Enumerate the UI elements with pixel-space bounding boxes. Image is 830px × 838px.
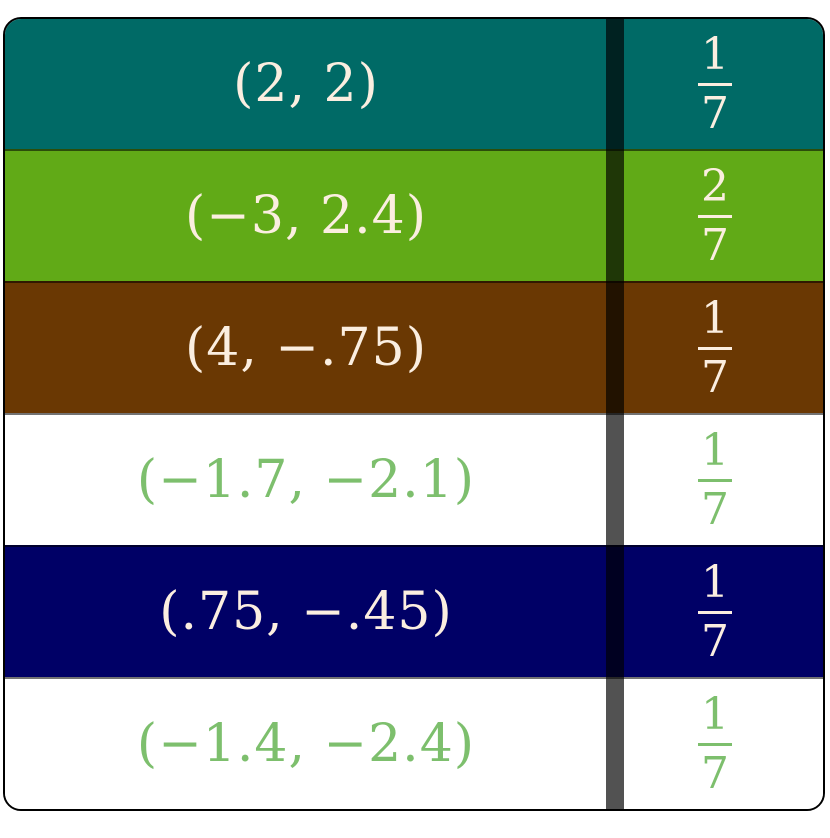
fraction-numerator: 1 — [701, 292, 729, 344]
probability-fraction: 1 7 — [698, 28, 732, 139]
point-cell: (.75, −.45) — [159, 582, 453, 642]
fraction-bar — [698, 742, 732, 746]
probability-fraction: 2 7 — [698, 160, 732, 271]
fraction-numerator: 1 — [701, 556, 729, 608]
table-row: (−3, 2.4) 2 7 — [5, 149, 823, 281]
probability-cell: 1 7 — [607, 679, 823, 809]
table-row: (−1.4, −2.4) 1 7 — [5, 677, 823, 809]
fraction-bar — [698, 478, 732, 482]
fraction-numerator: 1 — [701, 424, 729, 476]
point-cell: (2, 2) — [233, 54, 379, 114]
probability-fraction: 1 7 — [698, 688, 732, 799]
fraction-numerator: 2 — [701, 160, 729, 212]
point-cell: (−3, 2.4) — [185, 186, 427, 246]
point-cell: (−1.4, −2.4) — [136, 714, 476, 774]
point-cell: (−1.7, −2.1) — [136, 450, 476, 510]
table-row: (.75, −.45) 1 7 — [5, 545, 823, 677]
probability-table: (2, 2) 1 7 (−3, 2.4) 2 7 (4, −.75) 1 7 — [3, 17, 825, 811]
fraction-bar — [698, 346, 732, 350]
fraction-denominator: 7 — [701, 747, 729, 799]
probability-cell: 1 7 — [607, 547, 823, 677]
probability-fraction: 1 7 — [698, 424, 732, 535]
point-cell: (4, −.75) — [185, 318, 427, 378]
probability-cell: 2 7 — [607, 151, 823, 281]
probability-cell: 1 7 — [607, 283, 823, 413]
probability-fraction: 1 7 — [698, 292, 732, 403]
probability-cell: 1 7 — [607, 19, 823, 149]
fraction-denominator: 7 — [701, 615, 729, 667]
fraction-bar — [698, 214, 732, 218]
fraction-numerator: 1 — [701, 688, 729, 740]
fraction-bar — [698, 610, 732, 614]
table-row: (2, 2) 1 7 — [5, 19, 823, 149]
fraction-bar — [698, 82, 732, 86]
table-row: (4, −.75) 1 7 — [5, 281, 823, 413]
fraction-denominator: 7 — [701, 219, 729, 271]
fraction-numerator: 1 — [701, 28, 729, 80]
fraction-denominator: 7 — [701, 483, 729, 535]
table-row: (−1.7, −2.1) 1 7 — [5, 413, 823, 545]
fraction-denominator: 7 — [701, 87, 729, 139]
probability-fraction: 1 7 — [698, 556, 732, 667]
fraction-denominator: 7 — [701, 351, 729, 403]
probability-cell: 1 7 — [607, 415, 823, 545]
